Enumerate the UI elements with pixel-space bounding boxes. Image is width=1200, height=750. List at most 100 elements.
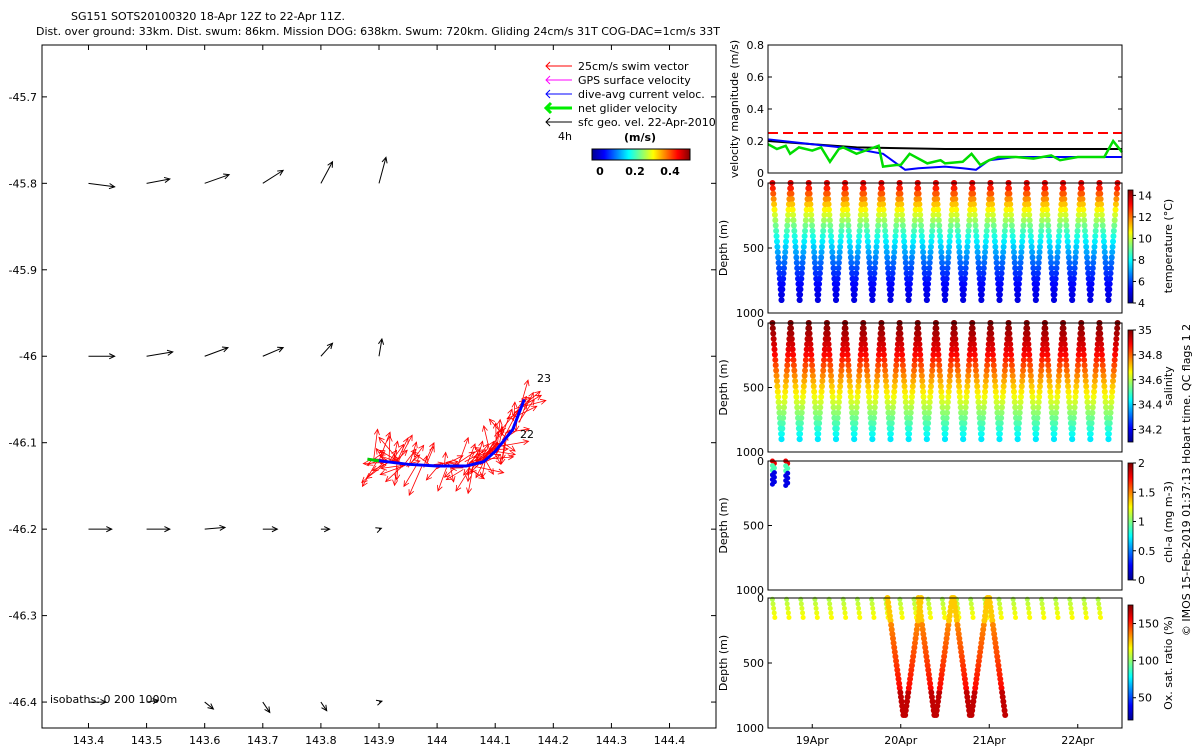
salinity-point — [1036, 393, 1043, 400]
chla-colorbar-tick-label: 0 — [1138, 574, 1145, 587]
salinity-point — [1055, 378, 1062, 385]
temperature-point — [833, 286, 840, 293]
oxygen-deep-point — [996, 671, 1003, 678]
temperature-point — [944, 259, 951, 266]
temperature-point — [873, 238, 880, 245]
salinity-point — [992, 383, 999, 390]
oxygen-deep-point — [905, 689, 912, 696]
oxygen-deep-point — [922, 644, 929, 651]
map-ytick-label: -46 — [19, 350, 37, 363]
salinity-point — [1073, 383, 1080, 390]
salinity-point — [1000, 388, 1007, 395]
temperature-point — [961, 275, 968, 282]
salinity-point — [873, 378, 880, 385]
oxygen-deep-point — [938, 671, 945, 678]
temperature-point — [1057, 217, 1064, 224]
salinity-point — [834, 414, 841, 421]
salinity-point — [790, 362, 797, 369]
oxygen-shallow-point — [1027, 615, 1033, 620]
oxygen-deep-point — [954, 622, 961, 628]
salinity-point — [1080, 346, 1087, 353]
salinity-point — [942, 436, 948, 443]
temperature-point — [985, 206, 992, 213]
salinity-point — [872, 399, 879, 406]
temperature-point — [1102, 254, 1109, 261]
salinity-point — [1089, 404, 1096, 411]
salinity-point — [939, 404, 946, 411]
salinity-point — [992, 388, 999, 395]
oxygen-deep-point — [925, 667, 932, 673]
temperature-point — [1062, 211, 1069, 218]
salinity-point — [879, 335, 886, 342]
salinity-point — [1098, 341, 1105, 348]
oxygen-deep-point — [913, 626, 920, 633]
salinity-point — [961, 420, 968, 427]
salinity-point — [911, 367, 918, 374]
oxygen-shallow-point — [813, 601, 819, 607]
oxygen-deep-point — [936, 685, 943, 691]
swim-vector — [468, 468, 486, 480]
salinity-point — [892, 367, 899, 374]
temperature-point — [801, 238, 808, 245]
temperature-point — [1015, 281, 1022, 288]
salinity-point — [983, 372, 990, 379]
salinity-point — [840, 346, 847, 353]
salinity-point — [933, 325, 940, 332]
salinity-point — [810, 383, 817, 390]
salinity-point — [828, 372, 835, 379]
swim-vector-head — [524, 396, 532, 403]
oxygen-deep-point — [904, 698, 911, 705]
swim-vector-shaft — [503, 410, 519, 439]
oxygen-deep-point — [911, 640, 918, 646]
salinity-point — [882, 367, 889, 374]
temperature-point — [1110, 227, 1117, 234]
salinity-point — [1112, 341, 1119, 348]
salinity-colorbar — [1127, 329, 1134, 443]
temperature-point — [942, 297, 948, 303]
salinity-point — [1021, 351, 1028, 358]
temperature-ylabel: Depth (m) — [717, 220, 730, 276]
velocity-ytick-label: 0 — [757, 167, 764, 180]
salinity-point — [954, 367, 961, 374]
temperature-point — [938, 254, 945, 261]
temperature-point — [1060, 190, 1067, 197]
salinity-point — [890, 399, 897, 406]
oxygen-deep-point — [979, 631, 986, 637]
salinity-point — [1028, 383, 1035, 390]
temperature-point — [889, 270, 896, 277]
salinity-point — [901, 383, 908, 390]
salinity-point — [1082, 378, 1089, 385]
oxygen-deep-point — [947, 604, 954, 610]
temperature-point — [998, 275, 1005, 282]
salinity-ytick-label: 500 — [743, 382, 764, 395]
temperature-point — [792, 238, 799, 245]
salinity-point — [960, 425, 967, 432]
temperature-point — [881, 217, 888, 224]
oxygen-shallow-point — [1083, 610, 1089, 616]
temperature-point — [848, 265, 855, 272]
oxygen-colorbar — [1127, 604, 1134, 721]
temperature-point — [967, 206, 974, 213]
temperature-point — [956, 249, 963, 256]
geo-velocity-arrow — [320, 526, 331, 533]
temperature-point — [979, 275, 986, 282]
salinity-point — [919, 378, 926, 385]
map-ticks: 143.4 143.5 143.6 143.7 143.8 143.9 144 144.1 14… — [9, 45, 716, 747]
swim-vector-head — [465, 475, 472, 483]
salinity-point — [1045, 367, 1052, 374]
temperature-point — [1030, 270, 1037, 277]
temperature-point — [856, 233, 863, 240]
temperature-point — [1090, 259, 1097, 266]
swim-vector-head — [407, 434, 413, 442]
temperature-point — [843, 195, 850, 202]
temperature-point — [917, 217, 924, 224]
temperature-point — [834, 281, 841, 288]
salinity-point — [833, 425, 840, 432]
temperature-colorbar-tick-label: 10 — [1138, 232, 1152, 245]
salinity-point — [897, 335, 904, 342]
salinity-point — [1007, 341, 1014, 348]
oxygen-deep-point — [960, 667, 967, 673]
salinity-point — [926, 399, 933, 406]
swim-vector — [408, 466, 423, 497]
salinity-point — [833, 436, 840, 443]
